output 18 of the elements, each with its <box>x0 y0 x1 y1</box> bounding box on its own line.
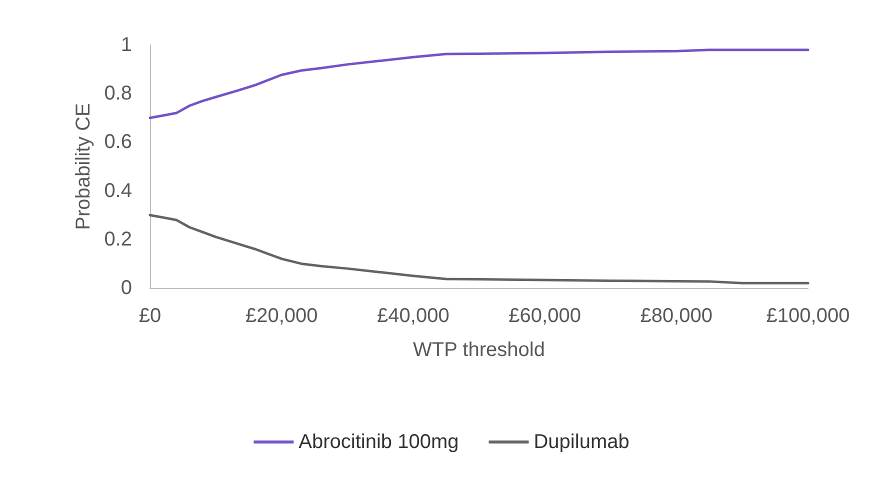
legend-label: Abrocitinib 100mg <box>298 431 459 453</box>
legend-label: Dupilumab <box>534 431 630 453</box>
x-tick-label: £60,000 <box>508 305 581 327</box>
x-tick-label: £40,000 <box>377 305 450 327</box>
y-tick-label: 0.4 <box>104 180 132 202</box>
x-tick-label: £20,000 <box>245 305 318 327</box>
y-tick-label: 0.8 <box>104 82 132 105</box>
line-series <box>148 214 810 284</box>
y-tick-label: 0.6 <box>104 131 132 154</box>
x-tick-label: £100,000 <box>766 305 850 327</box>
x-tick-label: £80,000 <box>640 305 713 327</box>
y-tick-label: 0 <box>120 277 132 299</box>
x-tick-label: £0 <box>138 305 162 327</box>
x-axis-title: WTP threshold <box>413 339 545 361</box>
line-series <box>148 48 810 120</box>
y-axis-title: Probability CE <box>72 103 94 230</box>
y-tick-label: 0.2 <box>104 228 132 250</box>
y-tick-label: 1 <box>120 34 132 56</box>
